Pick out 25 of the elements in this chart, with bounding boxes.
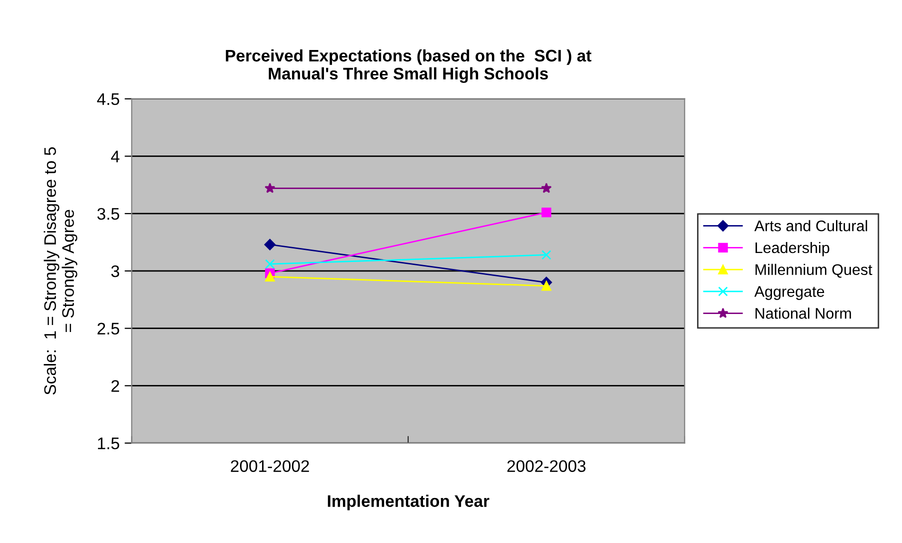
legend-label: National Norm (756, 308, 851, 319)
legend-label: Leadership (756, 242, 830, 256)
point (264, 182, 276, 193)
y-tick-label: 2 (111, 380, 120, 392)
y-tick-label: 1.5 (98, 438, 120, 450)
chart-title: Perceived Expectations (based on the SCI ) at Manual's Three Small High Schools (226, 49, 592, 83)
point (542, 281, 552, 291)
x-tick-label: 2001-2002 (230, 460, 309, 472)
y-tick-label: 3 (111, 265, 120, 278)
x-axis-title: Implementation Year (328, 494, 490, 510)
point (541, 182, 552, 193)
x-tick-label: 2002-2003 (507, 460, 586, 472)
point (265, 272, 275, 282)
point (265, 259, 275, 269)
legend-label: Aggregate (754, 286, 824, 300)
y-tick-label: 2.5 (98, 322, 120, 335)
point (264, 238, 276, 250)
y-axis-title: Scale: 1 = Strongly Disagree to 5 = Strongly Agree (44, 147, 78, 395)
legend-label: Millennium Quest (756, 264, 872, 278)
y-tick-label: 3.5 (97, 208, 120, 220)
point (542, 208, 552, 218)
y-tick-label: 4 (111, 150, 120, 162)
y-tick-label: 4.5 (97, 93, 120, 106)
legend-label: Arts and Cultural (754, 220, 868, 232)
point (542, 250, 552, 260)
